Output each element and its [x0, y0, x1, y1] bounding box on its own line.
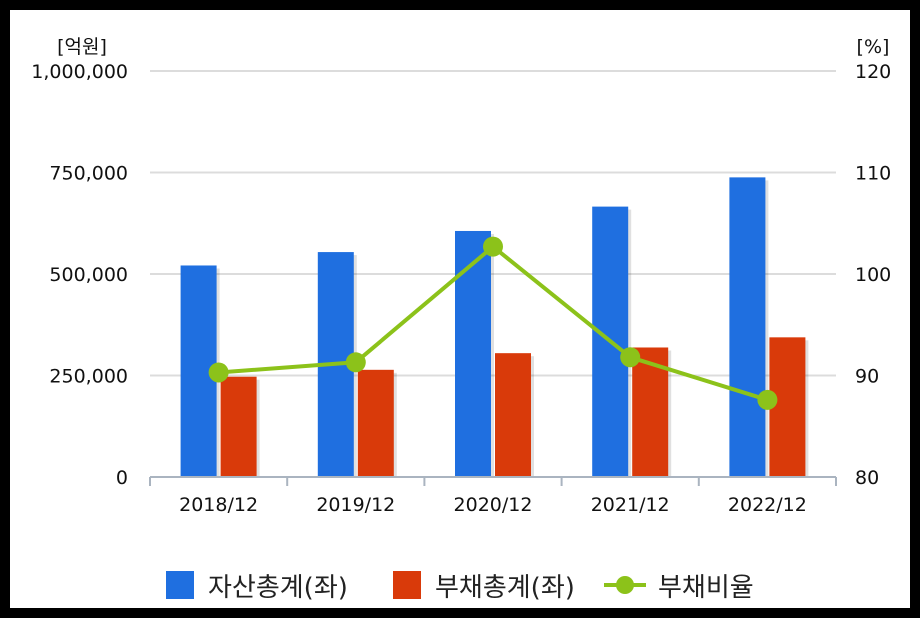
legend-label-assets: 자산총계(좌): [208, 573, 348, 603]
x-tick-label: 2020/12: [454, 494, 533, 516]
bar-liabilities: [220, 376, 257, 477]
y-right-tick-label: 120: [855, 61, 891, 83]
legend-swatch-liabilities: [393, 571, 421, 599]
x-tick-label: 2022/12: [728, 494, 807, 516]
y-left-tick-label: 250,000: [49, 366, 128, 388]
y-left-tick-label: 1,000,000: [31, 61, 128, 83]
ratio-point: [620, 347, 641, 368]
legend-swatch-assets: [166, 571, 194, 599]
y-right-tick-label: 80: [855, 467, 879, 489]
legend-label-ratio: 부채비율: [658, 573, 754, 603]
grid-lines: [150, 70, 836, 377]
chart-frame: [억원] [%] 0 250,000 500,000 750,000 1,000,000…: [10, 10, 910, 608]
line-series: [208, 236, 778, 410]
legend: 자산총계(좌) 부채총계(좌) 부채비율: [166, 571, 754, 603]
combo-chart: [억원] [%] 0 250,000 500,000 750,000 1,000,000…: [31, 36, 891, 603]
legend-marker-ratio: [616, 576, 634, 594]
y-left-tick-label: 500,000: [49, 264, 128, 286]
bar-assets: [455, 230, 491, 477]
bar-assets: [729, 177, 766, 477]
x-tick-label: 2019/12: [316, 494, 395, 516]
x-axis: [149, 476, 837, 486]
y-left-tick-label: 0: [116, 467, 128, 489]
y-right-unit: [%]: [857, 36, 890, 58]
ratio-point: [345, 352, 366, 373]
y-right-tick-label: 90: [855, 366, 879, 388]
bar-liabilities: [769, 337, 806, 477]
ratio-point: [757, 389, 778, 410]
ratio-point: [208, 362, 229, 383]
axis-labels: [억원] [%] 0 250,000 500,000 750,000 1,000,000…: [31, 36, 891, 516]
legend-label-liabilities: 부채총계(좌): [435, 573, 575, 603]
y-left-tick-label: 750,000: [49, 163, 128, 185]
y-right-tick-label: 100: [855, 264, 891, 286]
bar-liabilities: [357, 369, 394, 477]
x-tick-label: 2021/12: [591, 494, 670, 516]
bar-series: [180, 177, 809, 477]
ratio-point: [483, 236, 503, 257]
bar-liabilities: [495, 353, 531, 477]
y-right-tick-label: 110: [855, 163, 891, 185]
x-tick-label: 2018/12: [179, 494, 258, 516]
y-left-unit: [억원]: [57, 36, 107, 58]
